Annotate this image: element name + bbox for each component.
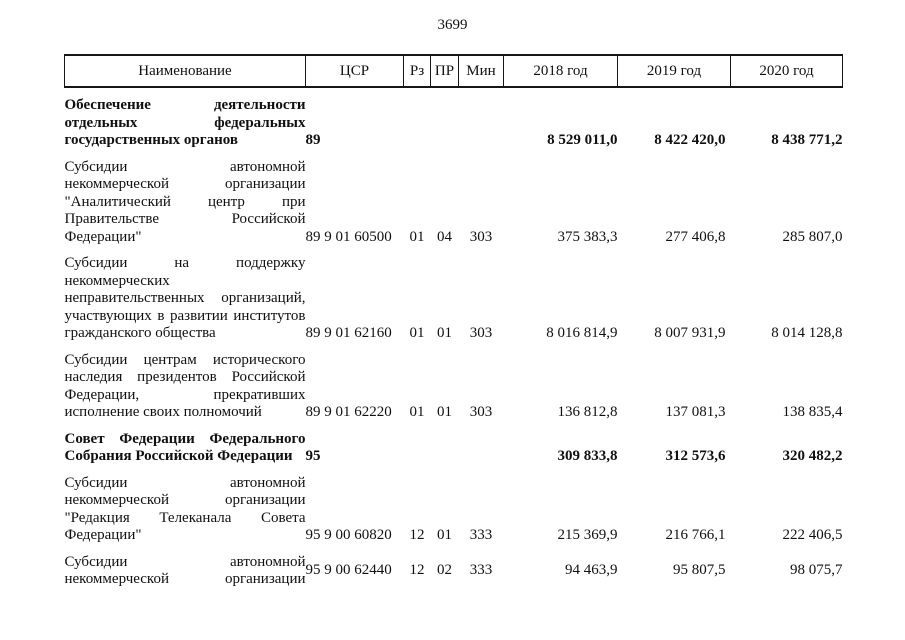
cell-pr: 01 <box>437 325 452 341</box>
budget-table: Наименование ЦСР Рз ПР Мин 2018 год 2019… <box>64 54 843 589</box>
cell-2020: 222 406,5 <box>782 527 843 543</box>
cell-min: 303 <box>469 404 493 420</box>
cell-pr: 02 <box>437 562 452 579</box>
cell-name: Субсидии на поддержку некоммерческих неп… <box>64 255 306 341</box>
cell-min <box>459 87 504 150</box>
cell-rz: 01 <box>409 404 425 420</box>
cell-pr: 04 <box>437 228 452 245</box>
table-row: Субсидии на поддержку некоммерческих неп… <box>65 246 843 343</box>
cell-2018: 375 383,3 <box>557 228 618 245</box>
cell-pr <box>431 422 459 466</box>
cell-2020: 138 835,4 <box>782 404 843 420</box>
cell-rz <box>404 422 431 466</box>
cell-name: Субсидии автономной некоммерческой орган… <box>64 474 306 544</box>
cell-2018: 215 369,9 <box>557 527 618 543</box>
cell-2019: 8 007 931,9 <box>654 325 726 341</box>
cell-rz: 01 <box>409 325 425 341</box>
cell-pr: 01 <box>437 527 452 543</box>
cell-csr: 95 9 00 62440 <box>305 562 392 579</box>
table-row: Субсидии автономной некоммерческой орган… <box>65 545 843 589</box>
cell-2019: 95 807,5 <box>673 562 726 579</box>
cell-pr <box>431 87 459 150</box>
cell-2018: 136 812,8 <box>557 404 618 420</box>
cell-min: 333 <box>469 527 493 543</box>
cell-csr: 95 <box>305 448 321 464</box>
cell-csr: 89 <box>305 132 321 148</box>
cell-2018: 8 016 814,9 <box>546 325 618 341</box>
col-header-min: Мин <box>458 54 504 88</box>
cell-2020: 320 482,2 <box>782 448 843 464</box>
cell-2018: 8 529 011,0 <box>547 132 618 148</box>
cell-rz: 12 <box>409 527 425 543</box>
table-header-row: Наименование ЦСР Рз ПР Мин 2018 год 2019… <box>64 54 843 88</box>
col-header-rz: Рз <box>403 54 431 88</box>
col-header-name: Наименование <box>64 54 306 88</box>
cell-name: Обеспечение деятельности отдельных федер… <box>64 97 306 148</box>
cell-2020: 285 807,0 <box>782 228 843 245</box>
cell-rz <box>404 87 431 150</box>
col-header-2019: 2019 год <box>617 54 731 88</box>
table-row: Совет Федерации Федерального Собрания Ро… <box>65 422 843 466</box>
table-row: Субсидии автономной некоммерческой орган… <box>65 150 843 247</box>
cell-2020: 8 014 128,8 <box>771 325 843 341</box>
cell-2018: 94 463,9 <box>565 562 618 579</box>
cell-csr: 89 9 01 62220 <box>305 404 392 420</box>
col-header-2018: 2018 год <box>503 54 618 88</box>
cell-csr: 89 9 01 62160 <box>305 325 392 341</box>
table-row: Субсидии автономной некоммерческой орган… <box>65 466 843 545</box>
col-header-2020: 2020 год <box>730 54 843 88</box>
cell-min: 303 <box>469 325 493 341</box>
table-row: Обеспечение деятельности отдельных федер… <box>65 87 843 150</box>
cell-name: Совет Федерации Федерального Собрания Ро… <box>64 430 306 465</box>
cell-2020: 98 075,7 <box>790 562 843 579</box>
cell-pr: 01 <box>437 404 452 420</box>
cell-csr: 95 9 00 60820 <box>305 527 392 543</box>
col-header-csr: ЦСР <box>305 54 404 88</box>
cell-2019: 216 766,1 <box>665 527 726 543</box>
cell-2019: 8 422 420,0 <box>654 132 726 148</box>
cell-2020: 8 438 771,2 <box>771 132 843 148</box>
cell-min: 333 <box>469 562 493 579</box>
cell-csr: 89 9 01 60500 <box>305 228 392 245</box>
cell-name: Субсидии автономной некоммерческой орган… <box>64 553 306 588</box>
cell-2019: 312 573,6 <box>665 448 726 464</box>
cell-2019: 277 406,8 <box>665 228 726 245</box>
col-header-pr: ПР <box>430 54 459 88</box>
cell-rz: 01 <box>409 228 425 245</box>
cell-min: 303 <box>469 228 493 245</box>
page-number: 3699 <box>437 17 468 33</box>
table-row: Субсидии центрам исторического наследия … <box>65 343 843 422</box>
cell-name: Субсидии центрам исторического наследия … <box>64 351 306 421</box>
cell-2018: 309 833,8 <box>557 448 618 464</box>
cell-rz: 12 <box>409 562 425 579</box>
cell-min <box>459 422 504 466</box>
cell-name: Субсидии автономной некоммерческой орган… <box>64 158 306 245</box>
cell-2019: 137 081,3 <box>665 404 726 420</box>
